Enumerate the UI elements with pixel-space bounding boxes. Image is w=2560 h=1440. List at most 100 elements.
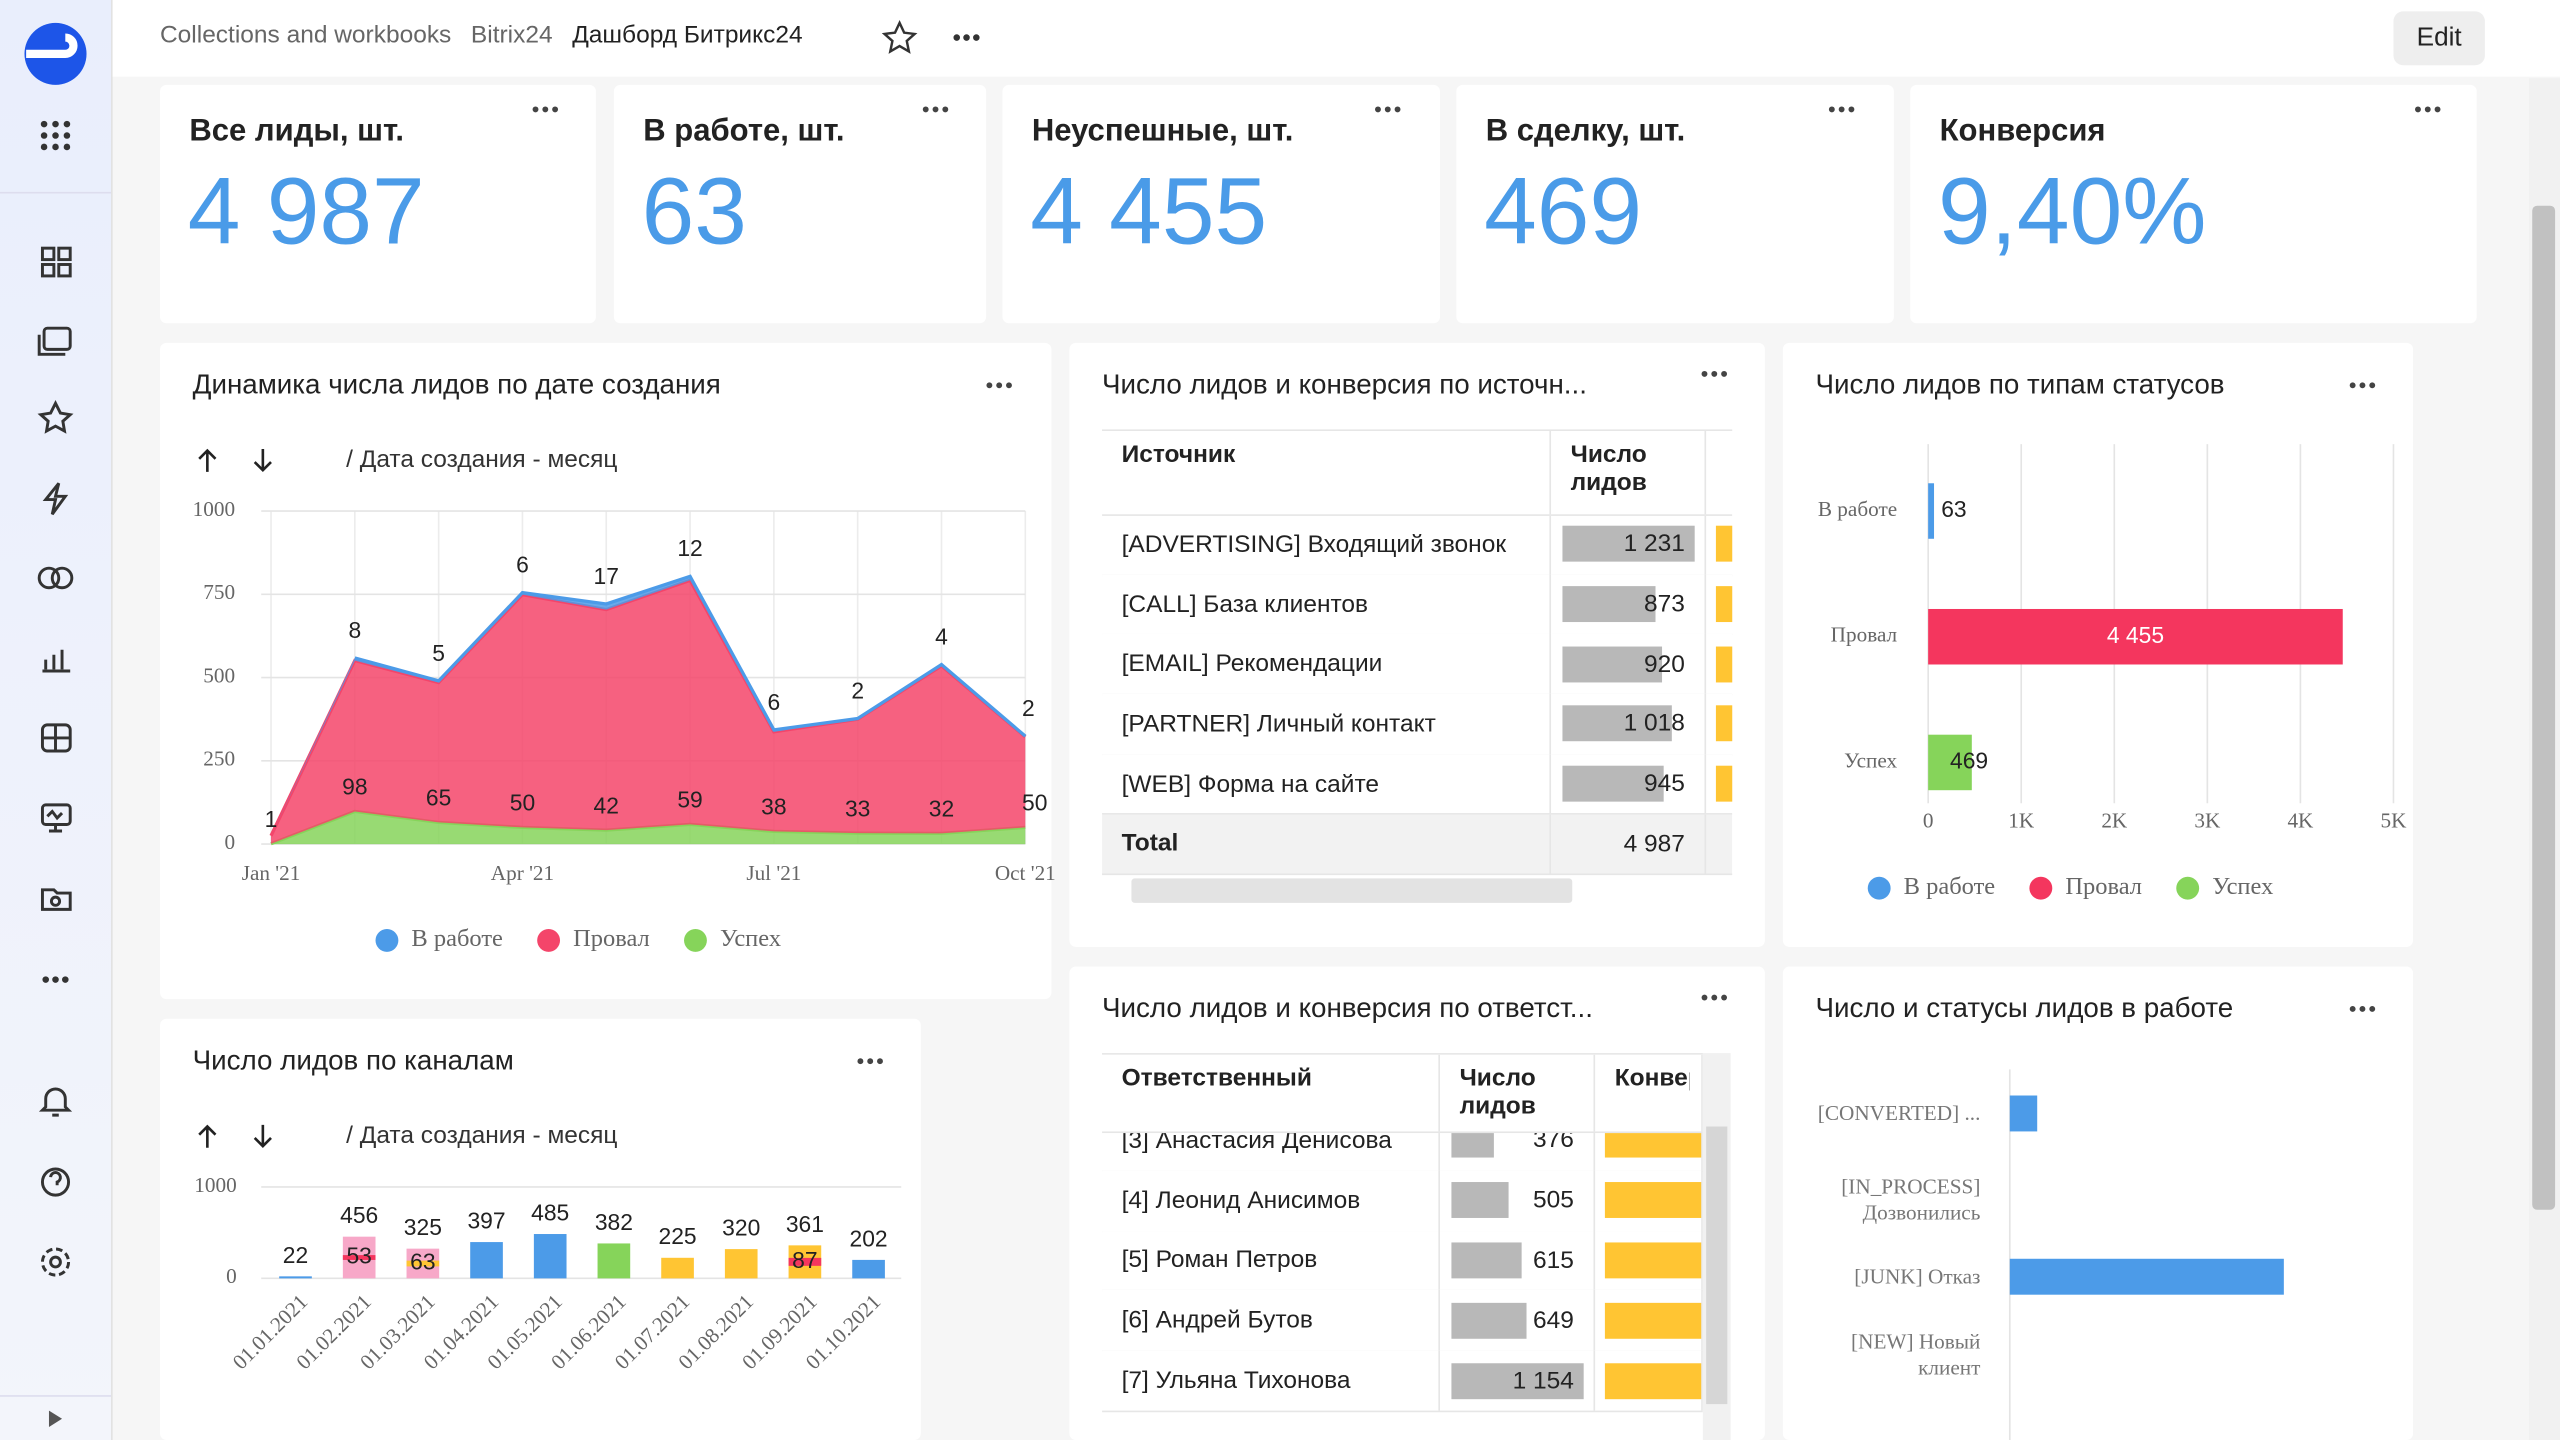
kpi-card: В работе, шт. 63 bbox=[613, 84, 987, 324]
widget-title: Динамика числа лидов по дате создания bbox=[192, 368, 721, 400]
drill-path: / Дата создания - месяц bbox=[346, 445, 618, 474]
count-bar bbox=[1562, 706, 1672, 742]
table-header: Ответственный Число лидов Конвер bbox=[1102, 1054, 1703, 1134]
help-icon[interactable] bbox=[40, 1167, 71, 1197]
name-cell: [CALL] База клиентов bbox=[1102, 574, 1552, 635]
count-value: 945 bbox=[1644, 770, 1685, 798]
count-value: 873 bbox=[1644, 590, 1685, 619]
count-bar bbox=[1451, 1242, 1522, 1279]
total-label: Total bbox=[1102, 813, 1552, 874]
count-bar bbox=[1451, 1182, 1510, 1219]
kpi-value: 4 455 bbox=[1030, 158, 1268, 265]
widget-title: Число и статусы лидов в работе bbox=[1815, 992, 2234, 1024]
y-tick-label: [NEW] Новый клиент bbox=[1851, 1328, 1981, 1380]
header-cell: Число лидов bbox=[1440, 1054, 1596, 1132]
count-cell: 945 bbox=[1551, 753, 1707, 814]
kpi-card: Все лиды, шт. 4 987 bbox=[160, 84, 596, 324]
column-title: Конвер bbox=[1614, 1064, 1690, 1093]
table-row: [EMAIL] Рекомендации 920 bbox=[1102, 634, 1733, 696]
collections-icon[interactable] bbox=[40, 246, 72, 278]
count-cell: 1 231 bbox=[1551, 514, 1707, 575]
table-row: [6] Андрей Бутов 649 bbox=[1102, 1290, 1703, 1353]
menu-button[interactable] bbox=[953, 34, 980, 41]
total-cell: 4 987 bbox=[1551, 813, 1707, 874]
count-cell: 505 bbox=[1440, 1170, 1596, 1231]
charts-icon[interactable] bbox=[42, 649, 71, 673]
count-bar bbox=[1562, 586, 1657, 623]
count-value: 376 bbox=[1533, 1131, 1574, 1155]
name-cell: [5] Роман Петров bbox=[1102, 1230, 1440, 1291]
apps-icon[interactable] bbox=[40, 120, 71, 151]
kpi-title: В сделку, шт. bbox=[1485, 114, 1686, 149]
kpi-title: Конверсия bbox=[1939, 114, 2106, 149]
count-value: 1 231 bbox=[1623, 530, 1685, 559]
table-row: [CALL] База клиентов 873 bbox=[1102, 574, 1733, 636]
name-cell: [7] Ульяна Тихонова bbox=[1102, 1350, 1440, 1411]
column-title: Ответственный bbox=[1121, 1064, 1312, 1093]
y-tick-label: [JUNK] Отказ bbox=[1854, 1263, 1981, 1289]
expand-button[interactable] bbox=[48, 1410, 63, 1427]
kpi-card: В сделку, шт. 469 bbox=[1456, 84, 1894, 324]
column-title: Число лидов bbox=[1570, 440, 1647, 497]
settings-icon[interactable] bbox=[40, 1247, 71, 1277]
breadcrumb[interactable]: Bitrix24 bbox=[470, 21, 553, 49]
count-bar bbox=[1562, 526, 1695, 563]
scroll-thumb[interactable] bbox=[2532, 205, 2556, 1210]
kpi-card: Конверсия 9,40% bbox=[1910, 84, 2477, 324]
table-body: [3] Анастасия Денисова 376 [4] Леонид Анис… bbox=[1102, 1131, 1703, 1440]
table-row: [ADVERTISING] Входящий звонок 1 231 bbox=[1102, 514, 1733, 576]
widget-title: Число лидов и конверсия по источн... bbox=[1102, 368, 1587, 400]
conversion-cell bbox=[1595, 1170, 1703, 1231]
name-cell: [ADVERTISING] Входящий звонок bbox=[1102, 514, 1552, 575]
widget-title: Число лидов и конверсия по ответст... bbox=[1102, 992, 1593, 1024]
in-work-card: Число и статусы лидов в работе bbox=[1782, 966, 2414, 1440]
conversion-bar bbox=[1604, 1242, 1702, 1279]
count-bar bbox=[1451, 1362, 1584, 1399]
favorites-icon[interactable] bbox=[37, 399, 74, 434]
kpi-title: Неуспешные, шт. bbox=[1031, 114, 1294, 149]
name-cell: [EMAIL] Рекомендации bbox=[1102, 634, 1552, 695]
count-bar bbox=[1451, 1131, 1495, 1159]
favorite-button[interactable] bbox=[881, 19, 918, 54]
conversion-cell bbox=[1595, 1230, 1703, 1291]
kpi-title: В работе, шт. bbox=[643, 114, 845, 149]
workbooks-icon[interactable] bbox=[37, 326, 72, 356]
table-header: Источник Число лидов bbox=[1102, 431, 1733, 516]
notifications-icon[interactable] bbox=[38, 1087, 73, 1117]
files-icon[interactable] bbox=[40, 888, 72, 911]
connections-icon[interactable] bbox=[42, 482, 69, 516]
page-scrollbar bbox=[2528, 78, 2560, 1440]
breadcrumbs: Collections and workbooks Bitrix24 Дашборд… bbox=[160, 21, 803, 49]
conversion-bar bbox=[1715, 526, 1733, 563]
edit-button[interactable]: Edit bbox=[2393, 11, 2485, 66]
name-cell: [6] Андрей Бутов bbox=[1102, 1290, 1440, 1351]
scroll-thumb[interactable] bbox=[1706, 1126, 1728, 1405]
top-bar bbox=[112, 0, 2560, 77]
name-cell: [PARTNER] Личный контакт bbox=[1102, 694, 1552, 754]
count-value: 920 bbox=[1644, 650, 1685, 678]
kpi-value: 9,40% bbox=[1937, 158, 2207, 265]
name-cell: [4] Леонид Анисимов bbox=[1102, 1170, 1440, 1231]
conversion-bar bbox=[1715, 646, 1733, 683]
dashboards-icon[interactable] bbox=[40, 723, 72, 753]
horizontal-scrollbar[interactable] bbox=[1131, 878, 1573, 903]
channels-card: Число лидов по каналам / Дата создания -… bbox=[160, 1018, 921, 1440]
conversion-bar bbox=[1604, 1131, 1702, 1159]
count-bar bbox=[1451, 1302, 1526, 1339]
breadcrumb[interactable]: Collections and workbooks bbox=[160, 21, 452, 49]
count-value: 615 bbox=[1533, 1246, 1574, 1275]
more-icon[interactable] bbox=[42, 976, 69, 983]
datasets-icon[interactable] bbox=[37, 566, 74, 590]
header-actions bbox=[881, 19, 980, 54]
monitoring-icon[interactable] bbox=[40, 803, 72, 833]
count-cell: 376 bbox=[1440, 1131, 1596, 1171]
header-cell: Число лидов bbox=[1551, 431, 1707, 515]
kpi-value: 63 bbox=[641, 158, 747, 265]
conversion-bar bbox=[1715, 765, 1733, 802]
conversion-bar bbox=[1604, 1362, 1702, 1399]
total-value: 4 987 bbox=[1623, 829, 1685, 858]
conversion-cell bbox=[1706, 634, 1733, 694]
count-cell: 873 bbox=[1551, 574, 1707, 635]
sidebar-icons bbox=[0, 22, 112, 1427]
kpi-value: 469 bbox=[1484, 158, 1643, 265]
